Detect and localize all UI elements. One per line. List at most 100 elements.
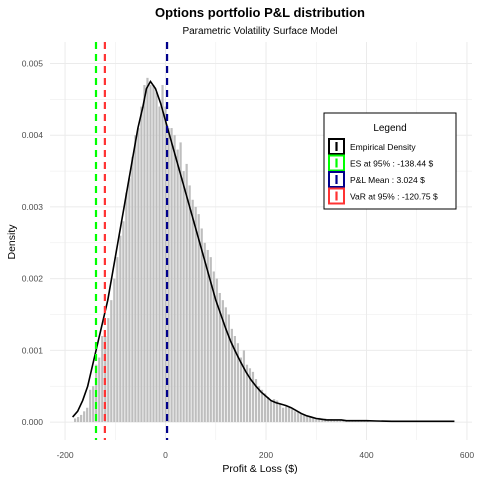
legend-entry: ES at 95% : -138.44 $ (328, 154, 433, 172)
histogram-bar (245, 364, 249, 423)
histogram-bar (203, 242, 206, 423)
histogram-bar (269, 400, 273, 423)
histogram-bars (74, 77, 369, 423)
y-axis-ticks: 0.000 0.001 0.002 0.003 0.004 0.005 (22, 59, 44, 428)
histogram-bar (333, 419, 336, 423)
histogram-bar (74, 418, 77, 423)
histogram-bar (92, 386, 95, 423)
histogram-bar (101, 336, 104, 423)
histogram-bar (206, 249, 209, 423)
plot-panel (50, 42, 472, 440)
histogram-bar (143, 85, 146, 423)
histogram-bar (134, 135, 137, 423)
chart-title: Options portfolio P&L distribution (155, 5, 365, 20)
legend-title: Legend (373, 123, 406, 134)
histogram-bar (309, 416, 312, 423)
histogram-bar (125, 192, 128, 423)
histogram-bar (257, 386, 261, 423)
histogram-bar (164, 106, 167, 423)
histogram-bar (83, 411, 86, 423)
histogram-bar (321, 418, 324, 423)
histogram-bar (336, 419, 339, 423)
histogram-bar (285, 406, 288, 423)
histogram-bar (200, 228, 203, 423)
histogram-bar (297, 411, 300, 423)
histogram-bar (300, 413, 303, 423)
legend-label: ES at 95% : -138.44 $ (350, 159, 433, 169)
histogram-bar (288, 407, 291, 423)
histogram-bar (281, 407, 285, 423)
y-axis-label: Density (6, 224, 18, 260)
histogram-bar (86, 407, 89, 423)
y-tick-label: 0.005 (22, 59, 44, 69)
y-tick-label: 0.001 (22, 345, 44, 355)
x-tick-label: 0 (163, 450, 168, 460)
histogram-bar (360, 421, 363, 423)
legend-label: Empirical Density (350, 142, 416, 152)
legend-entries: Empirical Density ES at 95% : -138.44 $ P&… (328, 138, 438, 205)
histogram-bar (291, 409, 294, 423)
histogram-bar (306, 416, 309, 423)
histogram-bar (182, 171, 185, 423)
histogram-bar (152, 85, 155, 423)
histogram-bar (161, 85, 164, 423)
histogram-bar (242, 350, 246, 423)
histogram-bar (263, 393, 267, 423)
histogram-bar (116, 257, 119, 423)
histogram-bar (278, 404, 282, 423)
x-tick-label: 400 (359, 450, 373, 460)
histogram-bar (215, 278, 218, 423)
y-tick-label: 0.004 (22, 130, 44, 140)
x-axis-label: Profit & Loss ($) (222, 463, 297, 475)
histogram-bar (146, 77, 149, 423)
histogram-bar (113, 278, 116, 423)
histogram-bar (363, 421, 366, 423)
histogram-bar (149, 85, 152, 423)
histogram-bar (272, 399, 276, 423)
histogram-bar (80, 414, 83, 423)
x-tick-label: 200 (259, 450, 273, 460)
legend-entry: Empirical Density (328, 138, 416, 155)
histogram-bar (224, 307, 227, 423)
histogram-bar (107, 318, 110, 423)
histogram-bar (275, 400, 279, 423)
histogram-bar (251, 371, 255, 423)
histogram-bar (260, 389, 264, 423)
histogram-bar (176, 149, 179, 423)
histogram-bar (197, 214, 200, 423)
y-tick-label: 0.002 (22, 274, 44, 284)
histogram-bar (294, 411, 297, 423)
histogram-bar (119, 235, 122, 423)
histogram-bar (239, 357, 243, 423)
histogram-bar (89, 389, 92, 423)
histogram-bar (218, 292, 221, 423)
histogram-bar (342, 420, 345, 423)
histogram-bar (110, 300, 113, 423)
histogram-bar (191, 199, 194, 423)
histogram-bar (318, 417, 321, 423)
histogram-bar (248, 368, 252, 423)
histogram-bar (137, 128, 140, 423)
y-tick-label: 0.003 (22, 202, 44, 212)
histogram-bar (230, 328, 233, 423)
histogram-bar (339, 419, 342, 423)
x-tick-label: -200 (57, 450, 74, 460)
y-tick-label: 0.000 (22, 417, 44, 427)
legend-entry: P&L Mean : 3.024 $ (328, 171, 425, 188)
histogram-bar (77, 417, 80, 423)
legend: Legend Empirical Density ES at 95% : -138… (323, 112, 457, 210)
histogram-bar (128, 178, 131, 423)
histogram-bar (233, 336, 236, 423)
histogram-bar (266, 396, 270, 423)
histogram-bar (158, 106, 161, 423)
histogram-bar (303, 414, 306, 423)
histogram-bar (236, 343, 239, 423)
histogram-bar (194, 206, 197, 423)
histogram-bar (185, 163, 188, 423)
histogram-bar (179, 142, 182, 423)
risk-lines (94, 42, 169, 440)
histogram-bar (98, 357, 101, 423)
density-curve (72, 79, 455, 423)
histogram-bar (254, 379, 258, 423)
